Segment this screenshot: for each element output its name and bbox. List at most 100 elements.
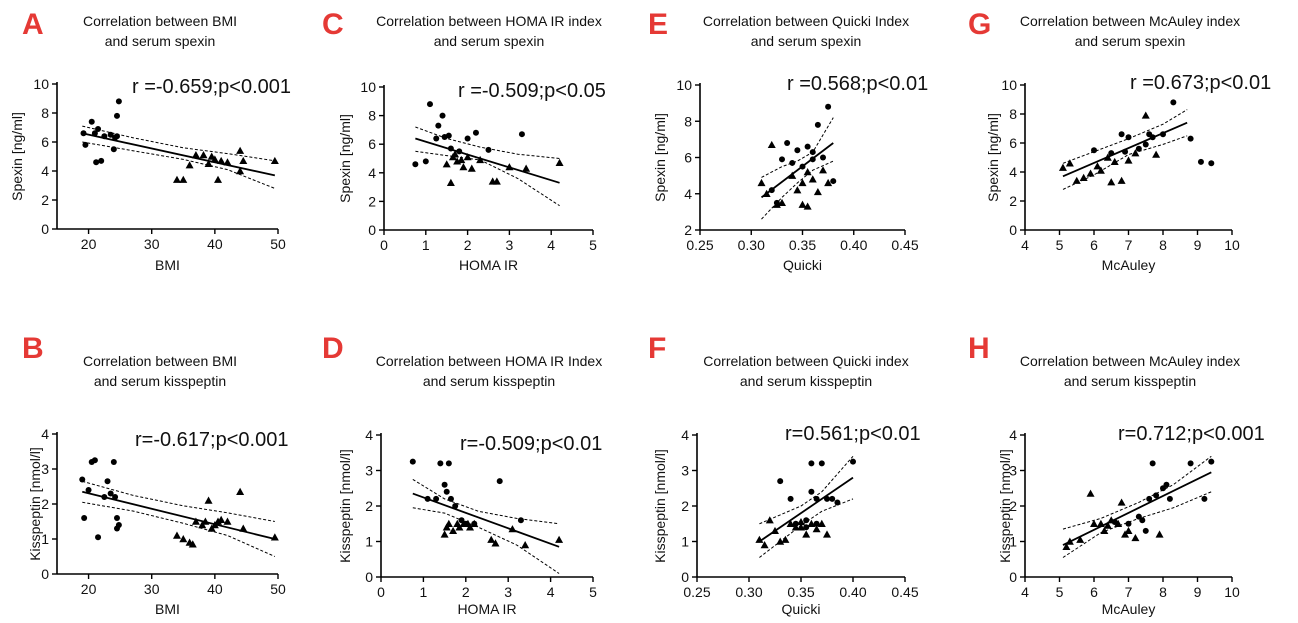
data-point-circle <box>808 488 815 495</box>
x-tick-label: 20 <box>81 236 97 252</box>
x-axis-label: BMI <box>155 257 180 273</box>
x-tick-label: 5 <box>589 584 597 600</box>
data-point-triangle <box>455 523 464 531</box>
y-tick-label: 4 <box>681 427 689 443</box>
data-point-circle <box>1208 458 1215 465</box>
data-point-triangle <box>1107 178 1116 186</box>
ci-upper-line <box>761 117 834 178</box>
x-tick-label: 3 <box>506 237 514 253</box>
chart-title: and serum kisspeptin <box>94 373 226 389</box>
correlation-stat: r=0.561;p<0.01 <box>785 423 921 445</box>
ci-lower-line <box>82 141 275 189</box>
ci-upper-line <box>759 455 854 525</box>
x-tick-label: 50 <box>270 581 286 597</box>
data-point-circle <box>1166 495 1173 502</box>
data-point-circle <box>834 499 841 506</box>
data-point-circle <box>452 503 459 509</box>
data-point-circle <box>433 495 440 502</box>
data-point-triangle <box>767 140 776 149</box>
x-tick-label: 0.45 <box>891 584 918 600</box>
x-tick-label: 0.25 <box>686 237 713 253</box>
x-tick-label: 0 <box>380 237 388 253</box>
data-point-circle <box>95 534 102 541</box>
data-point-triangle <box>1117 498 1126 506</box>
data-point-triangle <box>1110 157 1119 166</box>
y-tick-label: 2 <box>41 496 49 512</box>
data-point-triangle <box>793 186 802 194</box>
data-point-triangle <box>522 164 531 172</box>
y-tick-label: 8 <box>41 105 49 121</box>
x-tick-label: 2 <box>464 237 472 253</box>
data-point-circle <box>98 157 105 164</box>
data-point-circle <box>517 517 524 524</box>
data-point-circle <box>1142 527 1149 534</box>
data-point-circle <box>784 140 791 146</box>
data-point-triangle <box>797 517 805 526</box>
data-point-triangle <box>1076 535 1085 543</box>
panel-h: H Correlation between McAuley index and se… <box>968 332 1265 617</box>
data-point-triangle <box>217 156 226 165</box>
data-point-circle <box>409 458 416 465</box>
x-tick-label: 4 <box>1021 237 1029 253</box>
data-point-triangle <box>492 177 501 185</box>
data-point-circle <box>101 133 108 140</box>
data-point-triangle <box>1141 111 1150 119</box>
data-point-triangle <box>1079 173 1088 181</box>
data-point-triangle <box>1103 521 1112 529</box>
data-point-triangle <box>191 517 200 525</box>
data-point-circle <box>808 460 815 467</box>
panel-letter: H <box>968 332 990 365</box>
data-point-circle <box>1125 134 1132 141</box>
chart-title: Correlation between HOMA IR index <box>376 13 602 29</box>
data-point-circle <box>113 133 120 140</box>
correlation-stat: r=-0.509;p<0.01 <box>460 433 602 455</box>
chart-title: and serum kisspeptin <box>1064 373 1196 389</box>
data-point-circle <box>768 187 775 194</box>
data-point-triangle <box>442 160 451 168</box>
data-point-circle <box>1122 148 1129 155</box>
data-point-triangle <box>1065 537 1074 545</box>
data-point-triangle <box>1086 489 1095 497</box>
data-point-triangle <box>491 539 500 547</box>
data-point-triangle <box>467 164 476 172</box>
data-point-circle <box>830 178 837 185</box>
y-tick-label: 3 <box>41 461 49 477</box>
data-point-circle <box>91 130 98 137</box>
data-point-triangle <box>470 519 479 527</box>
y-axis-label: Spexin [ng/ml] <box>652 113 668 202</box>
data-point-circle <box>1160 131 1166 138</box>
data-point-triangle <box>239 524 248 532</box>
data-point-circle <box>107 490 114 497</box>
data-point-triangle <box>172 531 181 539</box>
data-point-circle <box>412 161 419 168</box>
data-point-circle <box>1163 481 1170 488</box>
x-tick-label: 40 <box>207 236 223 252</box>
data-point-circle <box>433 135 440 142</box>
correlation-stat: r =0.568;p<0.01 <box>787 73 928 95</box>
data-point-circle <box>115 522 122 528</box>
data-point-triangle <box>798 178 807 187</box>
chart-title: Correlation between Quicki index <box>703 353 908 369</box>
y-tick-label: 2 <box>368 193 376 209</box>
ci-upper-line <box>412 478 560 525</box>
data-point-circle <box>1208 160 1215 167</box>
x-tick-label: 5 <box>589 237 597 253</box>
y-tick-label: 8 <box>368 108 376 124</box>
data-point-circle <box>1201 495 1208 502</box>
x-tick-label: 0.45 <box>891 237 918 253</box>
chart-title: Correlation between BMI <box>83 13 237 29</box>
data-point-triangle <box>188 540 197 548</box>
data-point-circle <box>820 154 826 161</box>
data-point-triangle <box>457 155 466 164</box>
data-point-triangle <box>463 519 472 527</box>
data-point-triangle <box>778 198 786 207</box>
x-tick-label: 4 <box>547 584 555 600</box>
ci-lower-line <box>412 507 560 574</box>
data-point-triangle <box>786 519 795 527</box>
chart-title: and serum spexin <box>751 33 862 49</box>
chart-title: and serum kisspeptin <box>423 373 555 389</box>
data-point-circle <box>824 495 830 502</box>
data-point-triangle <box>807 519 816 527</box>
y-tick-label: 4 <box>1009 164 1017 180</box>
x-axis-label: HOMA IR <box>459 257 518 273</box>
